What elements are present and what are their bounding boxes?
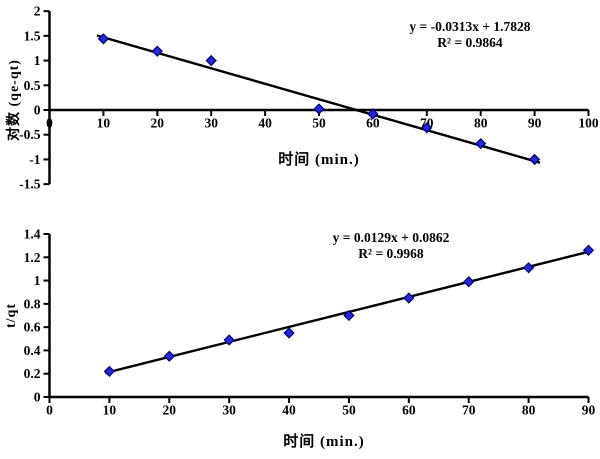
- x-tick-label: 20: [151, 116, 165, 131]
- bottom-x-axis-title: 时间 (min.): [283, 434, 365, 450]
- data-point: [367, 108, 379, 120]
- bottom-equation-text: y = 0.0129x + 0.0862: [332, 230, 450, 245]
- y-tick-label: 1: [34, 273, 41, 288]
- x-tick-label: 50: [312, 116, 326, 131]
- x-tick-label: 0: [46, 403, 53, 418]
- top-equation-text: y = -0.0313x + 1.7828: [409, 19, 531, 34]
- y-tick-label: 0.4: [24, 343, 41, 358]
- y-tick-label: 1.5: [24, 28, 41, 43]
- y-tick-label: 2: [34, 4, 41, 19]
- data-point: [343, 309, 355, 322]
- data-point: [103, 365, 116, 378]
- data-point: [421, 122, 433, 134]
- top-r-squared-text: R² = 0.9864: [437, 35, 503, 50]
- y-tick-label: 0: [34, 390, 41, 405]
- x-tick-label: 80: [522, 403, 536, 418]
- x-tick-label: 10: [97, 116, 111, 131]
- bottom-r-squared-text: R² = 0.9968: [358, 246, 424, 261]
- y-tick-label: 1: [34, 53, 41, 68]
- x-tick-label: 10: [103, 403, 117, 418]
- y-tick-label: 0.5: [24, 78, 41, 93]
- x-tick-label: 0: [46, 116, 53, 131]
- bottom-chart: 0 0.2 0.4 0.6 0.8 1 1.2 1.4 0 10 20 30 40 50 60 70 80 90 …: [0, 200, 600, 459]
- data-point: [528, 153, 541, 166]
- data-point: [151, 45, 163, 57]
- x-tick-label: 30: [204, 116, 218, 131]
- top-trendline-annotation: y = -0.0313x + 1.7828 R² = 0.9864: [409, 19, 530, 51]
- data-point: [403, 292, 415, 304]
- x-tick-label: 70: [462, 403, 476, 418]
- data-point: [463, 276, 475, 288]
- top-chart-plot-area: 21.510.50-0.5-1-1.5010203040506070809010…: [19, 4, 599, 192]
- y-tick-label: 1.4: [24, 226, 41, 241]
- y-tick-label: -0.5: [19, 127, 41, 142]
- bottom-y-axis-title: t/qt: [4, 303, 19, 328]
- data-point: [313, 103, 325, 115]
- data-point: [522, 262, 535, 274]
- x-tick-label: 60: [366, 116, 380, 131]
- y-tick-label: 0.8: [24, 296, 41, 311]
- x-tick-label: 40: [258, 116, 272, 131]
- data-point: [283, 327, 295, 339]
- data-point: [163, 350, 175, 362]
- bottom-trendline-annotation: y = 0.0129x + 0.0862 R² = 0.9968: [333, 230, 450, 262]
- top-y-axis-title: 对数 (qe-qt): [7, 59, 22, 141]
- x-tick-label: 50: [342, 403, 356, 418]
- x-tick-label: 20: [163, 403, 177, 418]
- trendline: [96, 34, 541, 164]
- data-point: [205, 54, 217, 67]
- x-tick-label: 90: [582, 403, 596, 418]
- data-point: [223, 334, 235, 346]
- data-point: [582, 244, 595, 256]
- data-point: [475, 137, 487, 150]
- x-tick-label: 100: [578, 116, 599, 131]
- x-tick-label: 30: [222, 403, 236, 418]
- x-tick-label: 90: [528, 116, 542, 131]
- y-tick-label: -1: [29, 152, 40, 167]
- x-tick-label: 40: [282, 403, 296, 418]
- y-tick-label: 0.6: [24, 320, 41, 335]
- top-x-axis-title: 时间 (min.): [278, 152, 360, 168]
- top-chart: 21.510.50-0.5-1-1.5010203040506070809010…: [0, 0, 600, 200]
- bottom-chart-plot-area: 0 0.2 0.4 0.6 0.8 1 1.2 1.4 0 10 20 30 40 50 60 70 80 90: [24, 226, 596, 418]
- x-tick-label: 80: [474, 116, 488, 131]
- data-point: [97, 33, 110, 45]
- x-tick-label: 60: [402, 403, 416, 418]
- y-tick-label: 1.2: [24, 250, 41, 265]
- y-tick-label: 0.2: [24, 366, 41, 381]
- y-tick-label: -1.5: [19, 177, 41, 192]
- y-tick-label: 0: [34, 103, 41, 118]
